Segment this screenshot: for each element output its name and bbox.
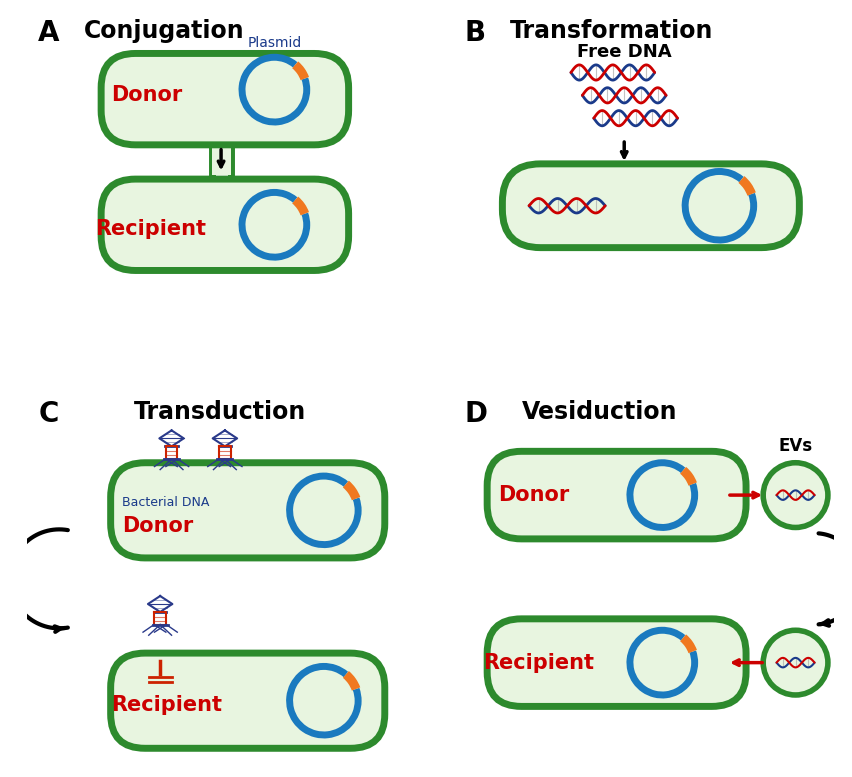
Text: D: D bbox=[464, 400, 487, 428]
Text: Conjugation: Conjugation bbox=[84, 19, 245, 44]
FancyBboxPatch shape bbox=[211, 145, 231, 176]
Text: Donor: Donor bbox=[122, 516, 193, 535]
Text: B: B bbox=[464, 19, 486, 47]
Text: Bacterial DNA: Bacterial DNA bbox=[122, 497, 210, 509]
FancyBboxPatch shape bbox=[487, 618, 746, 706]
Text: EVs: EVs bbox=[779, 437, 813, 455]
FancyBboxPatch shape bbox=[101, 179, 348, 270]
Circle shape bbox=[763, 463, 828, 528]
FancyBboxPatch shape bbox=[101, 54, 348, 145]
FancyBboxPatch shape bbox=[111, 653, 385, 748]
FancyBboxPatch shape bbox=[111, 463, 385, 558]
FancyBboxPatch shape bbox=[503, 164, 799, 248]
Text: Donor: Donor bbox=[498, 485, 570, 505]
Text: Vesiduction: Vesiduction bbox=[521, 400, 677, 424]
Text: Recipient: Recipient bbox=[483, 653, 595, 673]
Text: Free DNA: Free DNA bbox=[577, 43, 671, 61]
FancyBboxPatch shape bbox=[487, 451, 746, 539]
Text: Transformation: Transformation bbox=[510, 19, 713, 44]
Text: Donor: Donor bbox=[111, 85, 182, 106]
Text: A: A bbox=[38, 19, 60, 47]
Text: Recipient: Recipient bbox=[111, 695, 222, 715]
Text: Recipient: Recipient bbox=[95, 218, 206, 239]
Text: Transduction: Transduction bbox=[134, 400, 306, 424]
Text: C: C bbox=[38, 400, 59, 428]
Circle shape bbox=[763, 630, 828, 695]
Text: Plasmid: Plasmid bbox=[247, 36, 302, 50]
